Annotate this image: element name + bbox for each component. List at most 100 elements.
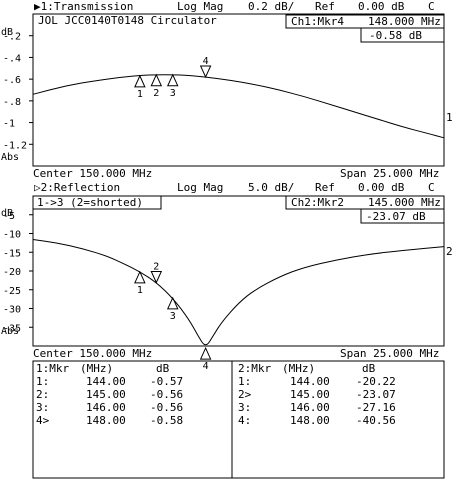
table-row: 4> 148.00 -0.58 <box>36 414 183 427</box>
table1-row1-marker: 1: <box>36 375 49 388</box>
table1-row2-freq: 145.00 <box>86 388 126 401</box>
y-tick-label: -1.2 <box>3 140 27 151</box>
table-row: 2: 145.00 -0.56 <box>36 388 183 401</box>
marker-triangle <box>199 65 212 79</box>
table-row: 2> 145.00 -23.07 <box>238 388 396 401</box>
marker-triangle <box>134 270 146 284</box>
ch2-y-ticks: -5 -10 -15 -20 -25 -30 -35 <box>3 211 33 334</box>
table1-row2-db: -0.56 <box>150 388 183 401</box>
marker-triangle <box>150 271 163 284</box>
ch1-span: Span 25.000 MHz <box>340 167 439 180</box>
ch1-marker-readout-value: -0.58 dB <box>369 29 422 42</box>
ch2-ref-value: 0.00 dB <box>358 181 405 194</box>
table-row: 4: 148.00 -40.56 <box>238 414 396 427</box>
ch2-center-freq: Center 150.000 MHz <box>33 347 152 360</box>
table-row: 3: 146.00 -0.56 <box>36 401 183 414</box>
ch1-y-unit: dB <box>1 27 13 38</box>
table2-header-freq: (MHz) <box>282 362 315 375</box>
ch1-y-bottom-label: Abs <box>1 152 19 163</box>
table2-row3-marker: 3: <box>238 401 251 414</box>
ch2-device-title: 1->3 (2=shorted) <box>37 196 143 209</box>
ch2-markers: 1 2 3 4 <box>134 262 212 372</box>
ch1-y-ticks: -.2 -.4 -.6 -.8 -1 -1.2 <box>3 32 33 151</box>
marker-label: 1 <box>137 285 143 296</box>
table2-row1-freq: 144.00 <box>290 375 330 388</box>
ch1-trace-name: ▶1:Transmission <box>34 0 133 13</box>
series-line <box>32 74 445 139</box>
table2-row4-marker: 4: <box>238 414 251 427</box>
table2-row2-freq: 145.00 <box>290 388 330 401</box>
ch2-scale: 5.0 dB/ <box>248 181 294 194</box>
marker-label: 1 <box>137 89 143 100</box>
y-tick-label: -20 <box>3 267 21 278</box>
table2-row2-marker: 2> <box>238 388 252 401</box>
ch2-trace-name: ▷2:Reflection <box>34 181 120 194</box>
table-row: 1: 144.00 -20.22 <box>238 375 396 388</box>
table2-row4-db: -40.56 <box>356 414 396 427</box>
ch1-ref-label: Ref <box>315 0 335 13</box>
ch1-marker-readout-freq: 148.000 MHz <box>368 15 441 28</box>
table2-row1-marker: 1: <box>238 375 251 388</box>
marker-triangle <box>166 73 179 87</box>
marker-table-ch1: 1:Mkr (MHz) dB 1: 144.00 -0.57 2: 145.00… <box>36 362 183 427</box>
table1-row1-freq: 144.00 <box>86 375 126 388</box>
ch2-y-bottom-label: Abs <box>1 326 19 337</box>
table2-header-marker: 2:Mkr <box>238 362 271 375</box>
marker-triangle <box>134 74 146 88</box>
marker-tables: 1:Mkr (MHz) dB 1: 144.00 -0.57 2: 145.00… <box>32 360 445 479</box>
marker-label: 4 <box>203 56 209 67</box>
ch2-title-box <box>32 195 162 210</box>
table1-row2-marker: 2: <box>36 388 49 401</box>
y-tick-label: -35 <box>3 323 21 334</box>
table2-row3-freq: 146.00 <box>290 401 330 414</box>
table1-row4-db: -0.58 <box>150 414 183 427</box>
marker-triangle <box>166 296 179 310</box>
marker-table-ch2: 2:Mkr (MHz) dB 1: 144.00 -20.22 2> 145.0… <box>238 362 396 427</box>
marker-triangle <box>199 346 212 360</box>
table1-row4-marker: 4> <box>36 414 50 427</box>
ch1-format: Log Mag <box>177 0 223 13</box>
series-line <box>32 239 445 346</box>
panel-reflection: ▷2:Reflection Log Mag 5.0 dB/ Ref 0.00 d… <box>1 181 453 372</box>
ch2-span: Span 25.000 MHz <box>340 347 439 360</box>
ch2-marker-readout-head: Ch2:Mkr2 <box>291 196 344 209</box>
ch2-y-unit: dB <box>1 208 13 219</box>
y-tick-label: -.4 <box>3 53 21 64</box>
table2-row2-db: -23.07 <box>356 388 396 401</box>
table1-header-marker: 1:Mkr <box>36 362 69 375</box>
y-tick-label: -15 <box>3 248 21 259</box>
marker-table-frame <box>32 360 445 479</box>
y-tick-label: -.6 <box>3 75 21 86</box>
ch2-format: Log Mag <box>177 181 223 194</box>
table-row: 3: 146.00 -27.16 <box>238 401 396 414</box>
y-tick-label: -.2 <box>3 32 21 43</box>
ch1-trace-label: 1 <box>446 111 453 124</box>
ch1-marker-value-box <box>360 27 445 43</box>
table2-row3-db: -27.16 <box>356 401 396 414</box>
y-tick-label: -5 <box>3 211 15 222</box>
table1-row1-db: -0.57 <box>150 375 183 388</box>
ch1-ref-flag: C <box>428 0 435 13</box>
marker-label: 2 <box>153 262 159 273</box>
table-row: 1: 144.00 -0.57 <box>36 375 183 388</box>
ch1-marker-readout-head: Ch1:Mkr4 <box>291 15 344 28</box>
ch2-marker-readout-value: -23.07 dB <box>366 210 426 223</box>
table1-row3-freq: 146.00 <box>86 401 126 414</box>
table2-row1-db: -20.22 <box>356 375 396 388</box>
ch1-ref-value: 0.00 dB <box>358 0 405 13</box>
y-tick-label: -30 <box>3 305 21 316</box>
y-tick-label: -10 <box>3 230 21 241</box>
ch2-marker-value-box <box>360 208 445 224</box>
table1-row4-freq: 148.00 <box>86 414 126 427</box>
ch1-scale: 0.2 dB/ <box>248 0 294 13</box>
y-tick-label: -.8 <box>3 97 21 108</box>
y-tick-label: -25 <box>3 286 21 297</box>
marker-label: 3 <box>170 88 176 99</box>
marker-label: 3 <box>170 311 176 322</box>
marker-label: 4 <box>203 361 209 372</box>
marker-triangle <box>150 73 163 87</box>
ch1-device-title: JOL JCC0140T0148 Circulator <box>38 14 217 27</box>
table1-header-db: dB <box>156 362 170 375</box>
ch2-trace-label: 2 <box>446 245 453 258</box>
ch2-marker-readout-freq: 145.000 MHz <box>368 196 441 209</box>
